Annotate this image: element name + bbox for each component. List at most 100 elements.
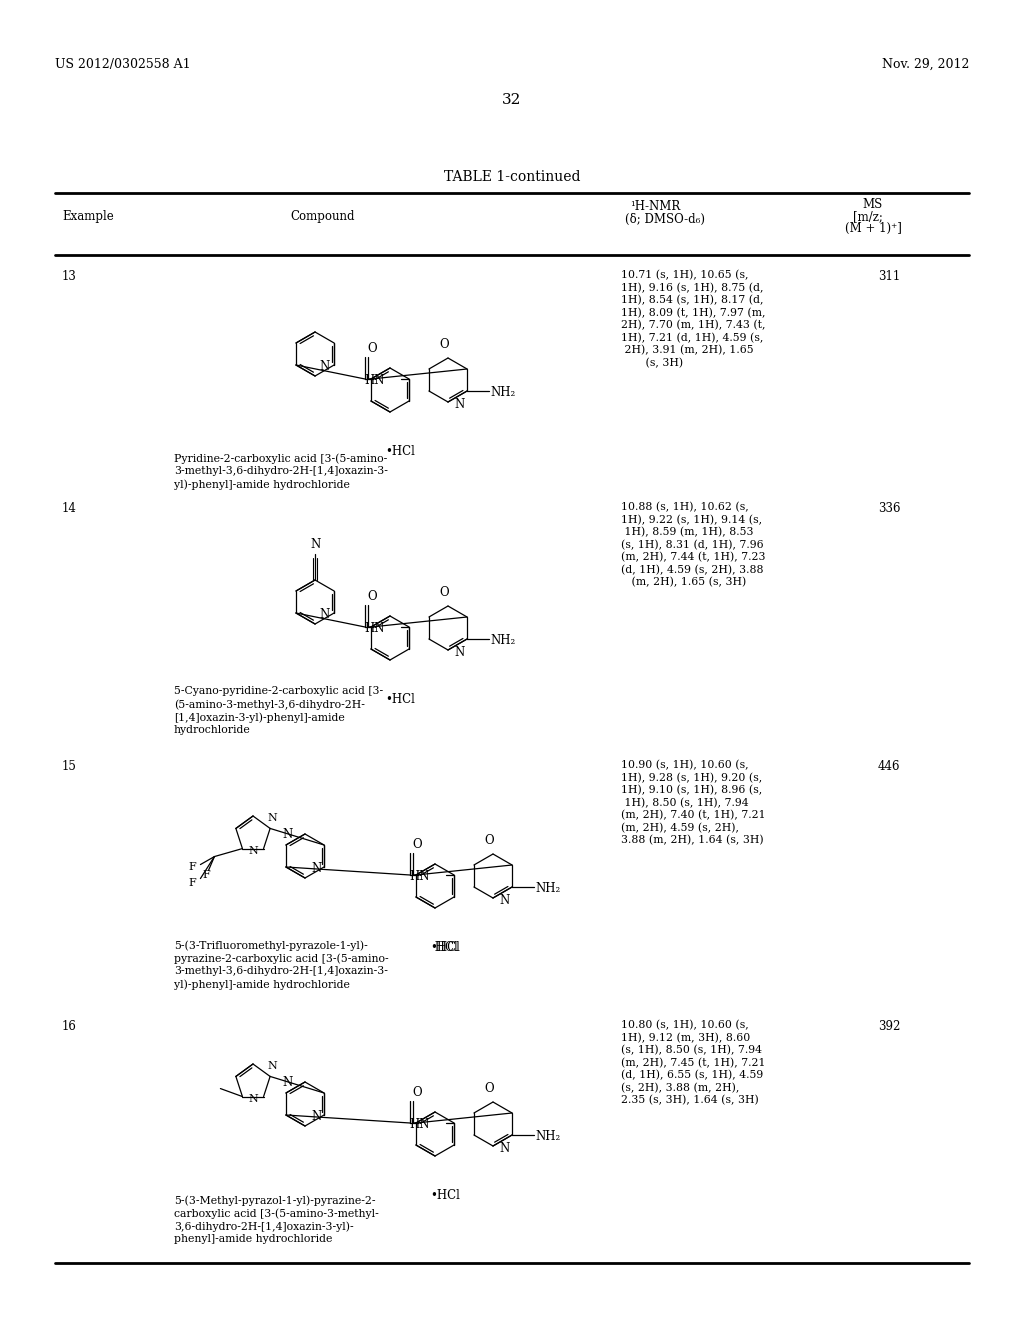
Text: N: N bbox=[267, 1061, 278, 1072]
Text: 5-(3-Trifluoromethyl-pyrazole-1-yl)-: 5-(3-Trifluoromethyl-pyrazole-1-yl)- bbox=[174, 940, 368, 950]
Text: TABLE 1-continued: TABLE 1-continued bbox=[443, 170, 581, 183]
Text: Nov. 29, 2012: Nov. 29, 2012 bbox=[882, 58, 969, 71]
Text: 1H), 8.54 (s, 1H), 8.17 (d,: 1H), 8.54 (s, 1H), 8.17 (d, bbox=[621, 294, 764, 305]
Text: N: N bbox=[267, 813, 278, 824]
Text: 1H), 9.10 (s, 1H), 8.96 (s,: 1H), 9.10 (s, 1H), 8.96 (s, bbox=[621, 785, 762, 796]
Text: 1H), 8.59 (m, 1H), 8.53: 1H), 8.59 (m, 1H), 8.53 bbox=[621, 527, 754, 537]
Text: NH₂: NH₂ bbox=[490, 385, 515, 399]
Text: •HCl: •HCl bbox=[430, 1189, 460, 1203]
Text: 10.88 (s, 1H), 10.62 (s,: 10.88 (s, 1H), 10.62 (s, bbox=[621, 502, 749, 512]
Text: N: N bbox=[311, 1110, 322, 1123]
Text: NH₂: NH₂ bbox=[536, 882, 560, 895]
Text: O: O bbox=[367, 342, 377, 355]
Text: F: F bbox=[188, 878, 197, 887]
Text: 1H), 8.50 (s, 1H), 7.94: 1H), 8.50 (s, 1H), 7.94 bbox=[621, 797, 749, 808]
Text: F: F bbox=[188, 862, 197, 871]
Text: 1H), 7.21 (d, 1H), 4.59 (s,: 1H), 7.21 (d, 1H), 4.59 (s, bbox=[621, 333, 763, 343]
Text: •HCl: •HCl bbox=[385, 445, 415, 458]
Text: (m, 2H), 7.45 (t, 1H), 7.21: (m, 2H), 7.45 (t, 1H), 7.21 bbox=[621, 1057, 766, 1068]
Text: 10.90 (s, 1H), 10.60 (s,: 10.90 (s, 1H), 10.60 (s, bbox=[621, 760, 749, 771]
Text: 3-methyl-3,6-dihydro-2H-[1,4]oxazin-3-: 3-methyl-3,6-dihydro-2H-[1,4]oxazin-3- bbox=[174, 966, 388, 975]
Text: N: N bbox=[319, 609, 330, 622]
Text: yl)-phenyl]-amide hydrochloride: yl)-phenyl]-amide hydrochloride bbox=[174, 979, 350, 990]
Text: 446: 446 bbox=[878, 760, 900, 774]
Text: 32: 32 bbox=[503, 92, 521, 107]
Text: yl)-phenyl]-amide hydrochloride: yl)-phenyl]-amide hydrochloride bbox=[174, 479, 350, 490]
Text: N: N bbox=[454, 397, 464, 411]
Text: NH₂: NH₂ bbox=[490, 634, 515, 647]
Text: O: O bbox=[484, 833, 494, 846]
Text: [m/z;: [m/z; bbox=[853, 210, 883, 223]
Text: US 2012/0302558 A1: US 2012/0302558 A1 bbox=[55, 58, 190, 71]
Text: (M + 1)⁺]: (M + 1)⁺] bbox=[845, 222, 902, 235]
Text: •HCl: •HCl bbox=[385, 693, 415, 706]
Text: carboxylic acid [3-(5-amino-3-methyl-: carboxylic acid [3-(5-amino-3-methyl- bbox=[174, 1208, 379, 1218]
Text: N: N bbox=[454, 645, 464, 659]
Text: [1,4]oxazin-3-yl)-phenyl]-amide: [1,4]oxazin-3-yl)-phenyl]-amide bbox=[174, 711, 345, 722]
Text: F: F bbox=[203, 870, 210, 879]
Text: hydrochloride: hydrochloride bbox=[174, 725, 251, 735]
Text: (s, 2H), 3.88 (m, 2H),: (s, 2H), 3.88 (m, 2H), bbox=[621, 1082, 739, 1093]
Text: O: O bbox=[484, 1081, 494, 1094]
Text: 1H), 9.12 (m, 3H), 8.60: 1H), 9.12 (m, 3H), 8.60 bbox=[621, 1032, 751, 1043]
Text: HN: HN bbox=[410, 1118, 430, 1130]
Text: 3-methyl-3,6-dihydro-2H-[1,4]oxazin-3-: 3-methyl-3,6-dihydro-2H-[1,4]oxazin-3- bbox=[174, 466, 388, 477]
Text: (5-amino-3-methyl-3,6-dihydro-2H-: (5-amino-3-methyl-3,6-dihydro-2H- bbox=[174, 700, 365, 710]
Text: 1H), 8.09 (t, 1H), 7.97 (m,: 1H), 8.09 (t, 1H), 7.97 (m, bbox=[621, 308, 766, 318]
Text: (s, 1H), 8.31 (d, 1H), 7.96: (s, 1H), 8.31 (d, 1H), 7.96 bbox=[621, 540, 764, 550]
Text: Pyridine-2-carboxylic acid [3-(5-amino-: Pyridine-2-carboxylic acid [3-(5-amino- bbox=[174, 453, 387, 463]
Text: 13: 13 bbox=[62, 271, 77, 282]
Text: pyrazine-2-carboxylic acid [3-(5-amino-: pyrazine-2-carboxylic acid [3-(5-amino- bbox=[174, 953, 389, 964]
Text: 392: 392 bbox=[878, 1020, 900, 1034]
Text: 16: 16 bbox=[62, 1020, 77, 1034]
Text: N: N bbox=[499, 894, 509, 907]
Text: (m, 2H), 4.59 (s, 2H),: (m, 2H), 4.59 (s, 2H), bbox=[621, 822, 739, 833]
Text: O: O bbox=[439, 338, 449, 351]
Text: ·HCl: ·HCl bbox=[432, 941, 459, 954]
Text: (δ; DMSO-d₆): (δ; DMSO-d₆) bbox=[625, 213, 705, 226]
Text: 14: 14 bbox=[62, 502, 77, 515]
Text: 3.88 (m, 2H), 1.64 (s, 3H): 3.88 (m, 2H), 1.64 (s, 3H) bbox=[621, 836, 764, 845]
Text: 1H), 9.16 (s, 1H), 8.75 (d,: 1H), 9.16 (s, 1H), 8.75 (d, bbox=[621, 282, 764, 293]
Text: phenyl]-amide hydrochloride: phenyl]-amide hydrochloride bbox=[174, 1234, 333, 1243]
Text: (m, 2H), 1.65 (s, 3H): (m, 2H), 1.65 (s, 3H) bbox=[621, 577, 746, 587]
Text: 10.71 (s, 1H), 10.65 (s,: 10.71 (s, 1H), 10.65 (s, bbox=[621, 271, 749, 280]
Text: 311: 311 bbox=[878, 271, 900, 282]
Text: HN: HN bbox=[365, 374, 385, 387]
Text: N: N bbox=[283, 829, 293, 842]
Text: NH₂: NH₂ bbox=[536, 1130, 560, 1143]
Text: 3,6-dihydro-2H-[1,4]oxazin-3-yl)-: 3,6-dihydro-2H-[1,4]oxazin-3-yl)- bbox=[174, 1221, 353, 1232]
Text: (s, 3H): (s, 3H) bbox=[621, 358, 683, 368]
Text: Compound: Compound bbox=[290, 210, 354, 223]
Text: O: O bbox=[412, 838, 422, 851]
Text: (d, 1H), 6.55 (s, 1H), 4.59: (d, 1H), 6.55 (s, 1H), 4.59 bbox=[621, 1071, 763, 1080]
Text: O: O bbox=[367, 590, 377, 603]
Text: •HCl: •HCl bbox=[430, 941, 460, 954]
Text: 5-(3-Methyl-pyrazol-1-yl)-pyrazine-2-: 5-(3-Methyl-pyrazol-1-yl)-pyrazine-2- bbox=[174, 1195, 376, 1205]
Text: N: N bbox=[249, 846, 258, 855]
Text: 2.35 (s, 3H), 1.64 (s, 3H): 2.35 (s, 3H), 1.64 (s, 3H) bbox=[621, 1096, 759, 1105]
Text: O: O bbox=[439, 586, 449, 598]
Text: (s, 1H), 8.50 (s, 1H), 7.94: (s, 1H), 8.50 (s, 1H), 7.94 bbox=[621, 1045, 762, 1056]
Text: N: N bbox=[499, 1142, 509, 1155]
Text: N: N bbox=[283, 1077, 293, 1089]
Text: 1H), 9.28 (s, 1H), 9.20 (s,: 1H), 9.28 (s, 1H), 9.20 (s, bbox=[621, 772, 762, 783]
Text: ¹H-NMR: ¹H-NMR bbox=[630, 201, 680, 213]
Text: HN: HN bbox=[365, 622, 385, 635]
Text: (m, 2H), 7.40 (t, 1H), 7.21: (m, 2H), 7.40 (t, 1H), 7.21 bbox=[621, 810, 766, 820]
Text: (m, 2H), 7.44 (t, 1H), 7.23: (m, 2H), 7.44 (t, 1H), 7.23 bbox=[621, 552, 766, 562]
Text: N: N bbox=[249, 1093, 258, 1104]
Text: MS: MS bbox=[862, 198, 883, 211]
Text: O: O bbox=[412, 1086, 422, 1100]
Text: N: N bbox=[319, 360, 330, 374]
Text: 1H), 9.22 (s, 1H), 9.14 (s,: 1H), 9.22 (s, 1H), 9.14 (s, bbox=[621, 515, 762, 525]
Text: 336: 336 bbox=[878, 502, 900, 515]
Text: (d, 1H), 4.59 (s, 2H), 3.88: (d, 1H), 4.59 (s, 2H), 3.88 bbox=[621, 565, 764, 574]
Text: 2H), 7.70 (m, 1H), 7.43 (t,: 2H), 7.70 (m, 1H), 7.43 (t, bbox=[621, 319, 766, 330]
Text: 15: 15 bbox=[62, 760, 77, 774]
Text: HN: HN bbox=[410, 870, 430, 883]
Text: 2H), 3.91 (m, 2H), 1.65: 2H), 3.91 (m, 2H), 1.65 bbox=[621, 345, 754, 355]
Text: Example: Example bbox=[62, 210, 114, 223]
Text: N: N bbox=[310, 537, 321, 550]
Text: 10.80 (s, 1H), 10.60 (s,: 10.80 (s, 1H), 10.60 (s, bbox=[621, 1020, 749, 1031]
